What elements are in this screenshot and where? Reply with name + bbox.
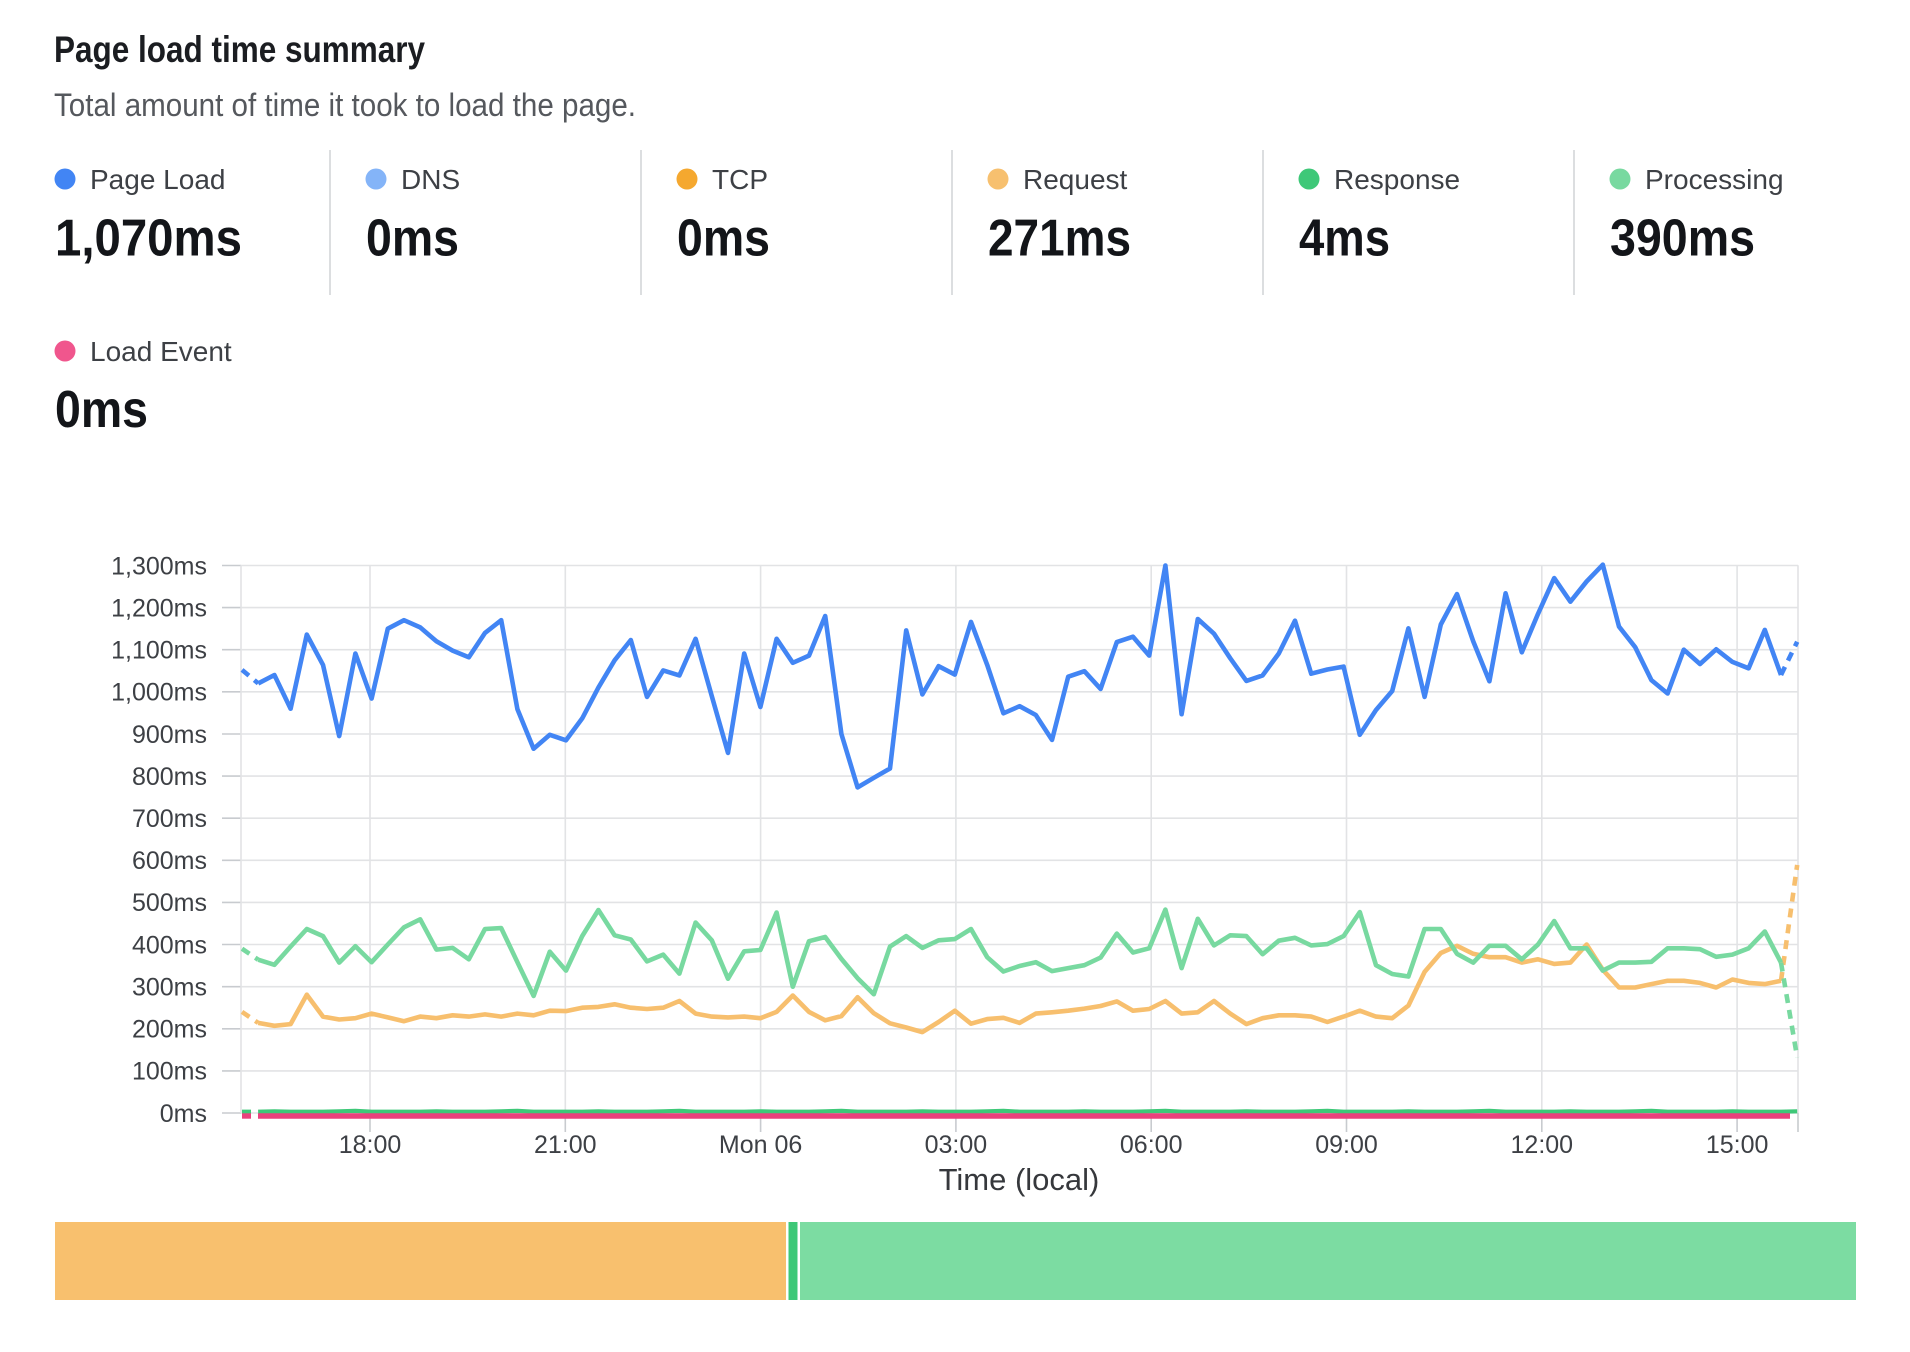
svg-text:271ms: 271ms <box>988 210 1131 268</box>
svg-text:1,000ms: 1,000ms <box>111 679 207 707</box>
svg-text:0ms: 0ms <box>55 381 148 439</box>
svg-text:0ms: 0ms <box>160 1100 207 1128</box>
svg-text:Time (local): Time (local) <box>939 1162 1100 1197</box>
svg-text:800ms: 800ms <box>132 763 207 791</box>
svg-text:300ms: 300ms <box>132 974 207 1002</box>
svg-text:900ms: 900ms <box>132 721 207 749</box>
svg-text:600ms: 600ms <box>132 847 207 875</box>
svg-text:0ms: 0ms <box>677 210 770 268</box>
svg-text:700ms: 700ms <box>132 805 207 833</box>
svg-text:15:00: 15:00 <box>1706 1131 1769 1159</box>
svg-text:03:00: 03:00 <box>925 1131 988 1159</box>
svg-text:400ms: 400ms <box>132 931 207 959</box>
svg-text:09:00: 09:00 <box>1315 1131 1378 1159</box>
svg-text:TCP: TCP <box>712 164 768 195</box>
svg-text:Load Event: Load Event <box>90 336 232 367</box>
svg-text:500ms: 500ms <box>132 889 207 917</box>
svg-text:DNS: DNS <box>401 164 460 195</box>
svg-text:Response: Response <box>1334 164 1460 195</box>
svg-text:1,300ms: 1,300ms <box>111 552 207 580</box>
svg-text:18:00: 18:00 <box>339 1131 402 1159</box>
svg-text:21:00: 21:00 <box>534 1131 597 1159</box>
svg-text:Page Load: Page Load <box>90 164 225 195</box>
svg-text:100ms: 100ms <box>132 1058 207 1086</box>
svg-text:Total amount of time it took t: Total amount of time it took to load the… <box>54 87 636 123</box>
svg-text:200ms: 200ms <box>132 1016 207 1044</box>
svg-text:06:00: 06:00 <box>1120 1131 1183 1159</box>
svg-text:Page load time summary: Page load time summary <box>54 29 425 70</box>
svg-text:1,200ms: 1,200ms <box>111 594 207 622</box>
svg-text:1,070ms: 1,070ms <box>55 210 242 268</box>
svg-text:12:00: 12:00 <box>1511 1131 1574 1159</box>
svg-text:Request: Request <box>1023 164 1128 195</box>
svg-text:Processing: Processing <box>1645 164 1784 195</box>
svg-text:1,100ms: 1,100ms <box>111 637 207 665</box>
svg-text:Mon 06: Mon 06 <box>719 1131 802 1159</box>
svg-text:0ms: 0ms <box>366 210 459 268</box>
svg-text:390ms: 390ms <box>1610 210 1755 268</box>
svg-text:4ms: 4ms <box>1299 210 1390 268</box>
